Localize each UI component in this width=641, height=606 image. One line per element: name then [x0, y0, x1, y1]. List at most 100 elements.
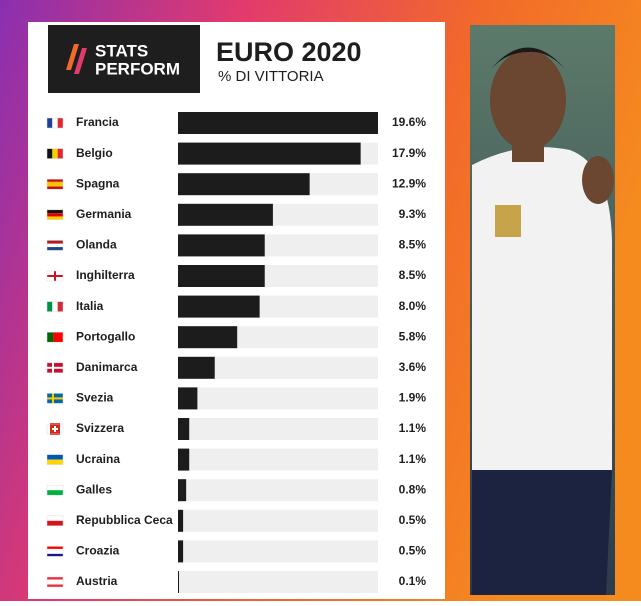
- category-label: Svezia: [76, 391, 114, 405]
- flag-border: [46, 423, 64, 435]
- flag-icon: [46, 362, 64, 374]
- flag-part: [47, 118, 53, 128]
- flag-icon: [46, 270, 64, 282]
- category-label: Italia: [76, 299, 104, 313]
- bar: [178, 356, 215, 379]
- flag-part: [47, 579, 63, 585]
- bar: [178, 571, 180, 593]
- bar-track: [178, 418, 378, 440]
- flag-part: [57, 301, 63, 312]
- bar: [178, 203, 273, 226]
- logo-text: STATS: [95, 41, 148, 60]
- logo-mark: [66, 44, 87, 74]
- flag-part: [47, 553, 63, 557]
- flag-border: [46, 454, 64, 465]
- bar: [178, 142, 361, 165]
- flag-part: [47, 520, 63, 526]
- flag-icon: [46, 301, 64, 312]
- category-label: Austria: [76, 574, 118, 588]
- value-label: 19.6%: [392, 115, 426, 129]
- value-label: 1.1%: [399, 421, 427, 435]
- flag-part: [47, 209, 63, 214]
- category-label: Croazia: [76, 544, 120, 558]
- flag-icon: [46, 331, 64, 343]
- flag-part: [47, 243, 63, 248]
- bar: [178, 112, 378, 134]
- flag-part: [57, 118, 63, 128]
- flag-part: [57, 148, 63, 159]
- bar: [178, 387, 198, 410]
- category-label: Ucraina: [76, 452, 120, 466]
- player-photo: [470, 25, 615, 595]
- flag-part: [47, 584, 63, 587]
- category-label: Danimarca: [76, 360, 138, 374]
- flag-border: [46, 331, 64, 343]
- value-label: 1.9%: [399, 391, 427, 405]
- category-label: Germania: [76, 207, 132, 221]
- flag-icon: [46, 423, 64, 435]
- flag-icon: [46, 209, 64, 221]
- category-label: Belgio: [76, 146, 113, 160]
- value-label: 0.5%: [399, 544, 427, 558]
- value-label: 3.6%: [399, 360, 427, 374]
- flag-part: [47, 485, 63, 491]
- category-label: Inghilterra: [76, 268, 135, 282]
- flag-border: [46, 546, 64, 557]
- value-label: 0.8%: [399, 482, 427, 496]
- bar: [178, 173, 310, 196]
- flag-part: [52, 301, 58, 312]
- value-label: 12.9%: [392, 176, 426, 190]
- flag-border: [46, 484, 64, 496]
- flag-border: [46, 270, 64, 282]
- flag-border: [46, 393, 64, 404]
- flag-icon: [46, 178, 64, 190]
- flag-part: [47, 213, 63, 217]
- value-label: 8.0%: [399, 299, 427, 313]
- flag-icon: [46, 393, 64, 404]
- flag-border: [46, 576, 64, 588]
- bar-track: [178, 571, 378, 593]
- bar: [178, 540, 184, 563]
- chart-title: EURO 2020: [216, 37, 362, 67]
- flag-border: [46, 148, 64, 159]
- flag-part: [47, 181, 63, 187]
- flag-part: [47, 216, 63, 220]
- flag-part: [47, 548, 63, 554]
- bar-track: [178, 356, 378, 379]
- flag-icon: [46, 148, 64, 159]
- flag-border: [46, 515, 64, 527]
- flag-part: [47, 240, 63, 244]
- category-label: Francia: [76, 115, 119, 129]
- rows: Francia 19.6% Belgio 17.9% Spagna 12.9% German…: [46, 112, 427, 593]
- category-label: Olanda: [76, 238, 117, 252]
- flag-part: [52, 148, 58, 159]
- flag-icon: [46, 240, 64, 251]
- logo-text: PERFORM: [95, 59, 180, 78]
- bar-track: [178, 509, 378, 532]
- flag-part: [53, 332, 63, 343]
- flag-part: [47, 247, 63, 251]
- flag-icon: [46, 484, 64, 496]
- value-label: 5.8%: [399, 329, 427, 343]
- flag-icon: [46, 454, 64, 465]
- flag-part: [47, 301, 53, 312]
- flag-part: [47, 332, 54, 343]
- value-label: 8.5%: [399, 238, 427, 252]
- flag-part: [47, 186, 63, 190]
- flag-part: [47, 366, 63, 369]
- category-label: Portogallo: [76, 329, 135, 343]
- category-label: Svizzera: [76, 421, 124, 435]
- flag-part: [47, 275, 63, 277]
- bar: [178, 448, 190, 471]
- flag-part: [47, 490, 63, 496]
- value-label: 9.3%: [399, 207, 427, 221]
- flag-border: [46, 117, 64, 129]
- value-label: 0.5%: [399, 513, 427, 527]
- bar: [178, 265, 265, 287]
- category-label: Galles: [76, 482, 112, 496]
- bar-track: [178, 448, 378, 471]
- value-label: 0.1%: [399, 574, 427, 588]
- bar-track: [178, 540, 378, 563]
